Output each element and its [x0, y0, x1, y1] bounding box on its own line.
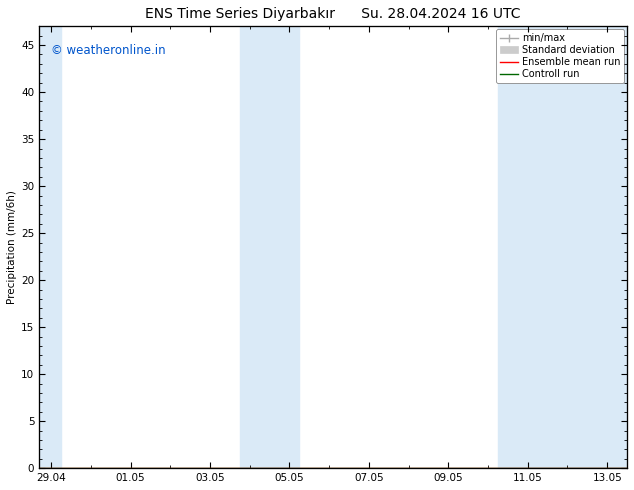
Bar [39, 26, 61, 468]
Title: ENS Time Series Diyarbakır      Su. 28.04.2024 16 UTC: ENS Time Series Diyarbakır Su. 28.04.202… [145, 7, 521, 21]
Y-axis label: Precipitation (mm/6h): Precipitation (mm/6h) [7, 190, 17, 304]
Text: © weatheronline.in: © weatheronline.in [51, 44, 165, 57]
Legend: min/max, Standard deviation, Ensemble mean run, Controll run: min/max, Standard deviation, Ensemble me… [496, 29, 624, 83]
Bar [498, 26, 627, 468]
Bar [240, 26, 299, 468]
